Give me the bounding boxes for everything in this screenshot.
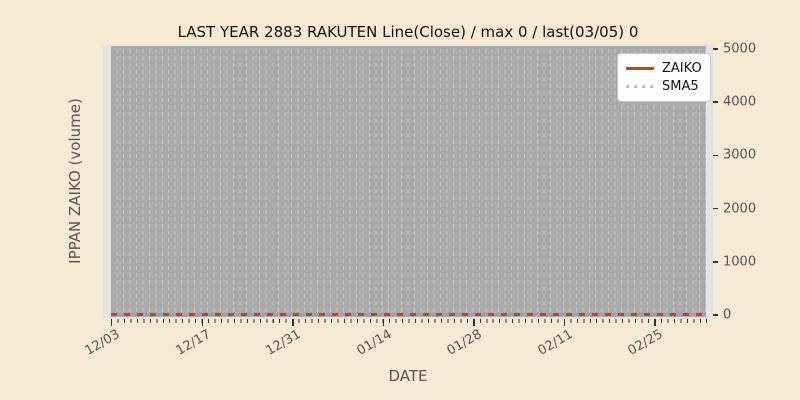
x-major-tick: [473, 319, 475, 326]
y-tick-label: 1000: [723, 254, 757, 270]
legend-label-zaiko: ZAIKO: [662, 61, 702, 76]
y-tick-mark: [713, 154, 718, 157]
x-tick-label: 02/11: [535, 327, 576, 359]
sma5-line-series: [111, 313, 706, 316]
x-axis-minor-ticks: [111, 319, 707, 323]
y-tick-label: 5000: [723, 41, 757, 57]
x-axis-label: DATE: [388, 367, 428, 385]
x-major-tick: [201, 319, 203, 326]
legend-label-sma5: SMA5: [662, 79, 699, 94]
legend-item-sma5: SMA5: [626, 80, 702, 93]
x-major-tick: [111, 319, 113, 326]
y-tick-label: 0: [723, 307, 732, 323]
x-tick-label: 12/03: [82, 327, 123, 359]
y-tick-mark: [713, 101, 718, 103]
plot-inner-region: [111, 46, 706, 317]
y-tick-label: 4000: [723, 94, 757, 110]
y-tick-mark: [713, 48, 718, 50]
chart-title: LAST YEAR 2883 RAKUTEN Line(Close) / max…: [177, 23, 639, 41]
x-major-tick: [382, 319, 385, 326]
sma5-line-sample-icon: [626, 85, 654, 88]
x-tick-label: 01/28: [444, 327, 485, 359]
y-tick-mark: [713, 207, 718, 210]
y-tick-label: 2000: [723, 201, 757, 217]
x-major-tick: [654, 319, 656, 326]
x-tick-label: 12/31: [263, 327, 304, 359]
plot-area: ZAIKO SMA5: [103, 44, 713, 319]
zaiko-line-sample-icon: [626, 67, 654, 70]
x-tick-label: 12/17: [173, 327, 214, 359]
legend: ZAIKO SMA5: [617, 53, 711, 102]
y-tick-mark: [713, 261, 718, 263]
y-tick-mark: [713, 314, 718, 316]
legend-item-zaiko: ZAIKO: [626, 62, 702, 75]
x-major-tick: [292, 319, 294, 326]
y-tick-label: 3000: [723, 147, 757, 163]
x-tick-label: 01/14: [354, 327, 395, 359]
x-tick-label: 02/25: [625, 327, 666, 359]
y-axis-label: IPPAN ZAIKO (volume): [66, 98, 84, 264]
x-major-tick: [563, 319, 566, 326]
